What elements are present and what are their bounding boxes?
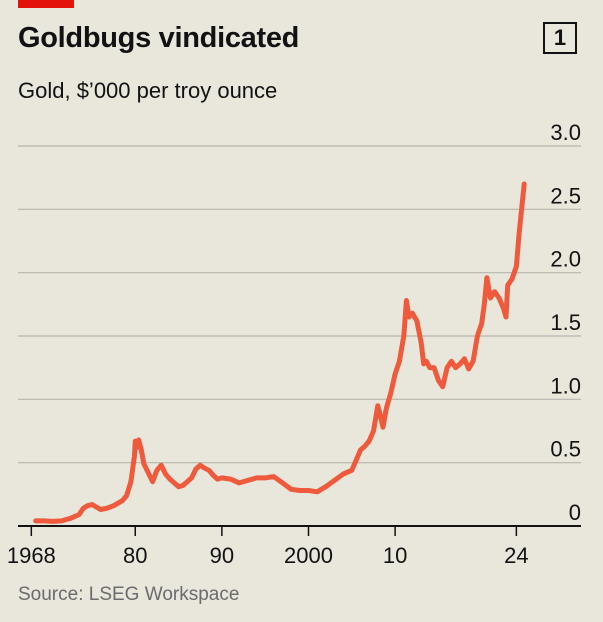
chart-title: Goldbugs vindicated (18, 22, 300, 54)
chart-subtitle: Gold, $’000 per troy ounce (18, 78, 278, 103)
gridlines (18, 145, 581, 527)
x-tick-label: 2000 (284, 543, 333, 568)
x-tick-label: 1968 (7, 543, 56, 568)
x-tick-label: 90 (210, 543, 234, 568)
y-tick-label: 0.5 (550, 437, 581, 462)
y-tick-label: 0 (569, 500, 581, 525)
x-tick-label: 10 (383, 543, 407, 568)
y-tick-label: 3.0 (550, 120, 581, 145)
series-lines (33, 181, 527, 524)
source-note: Source: LSEG Workspace (18, 584, 240, 605)
brand-red-tag (18, 0, 74, 8)
chart-number-badge: 1 (543, 22, 577, 54)
gold-price-line (33, 181, 527, 524)
y-tick-label: 1.5 (550, 310, 581, 335)
x-tick-label: 24 (504, 543, 528, 568)
y-tick-labels: 0 0.5 1.0 1.5 2.0 2.5 3.0 (550, 120, 581, 525)
x-tick-label: 80 (123, 543, 147, 568)
x-tick-labels: 1968 80 90 2000 10 24 (7, 526, 529, 568)
y-tick-label: 2.0 (550, 247, 581, 272)
y-tick-label: 2.5 (550, 183, 581, 208)
y-tick-label: 1.0 (550, 373, 581, 398)
